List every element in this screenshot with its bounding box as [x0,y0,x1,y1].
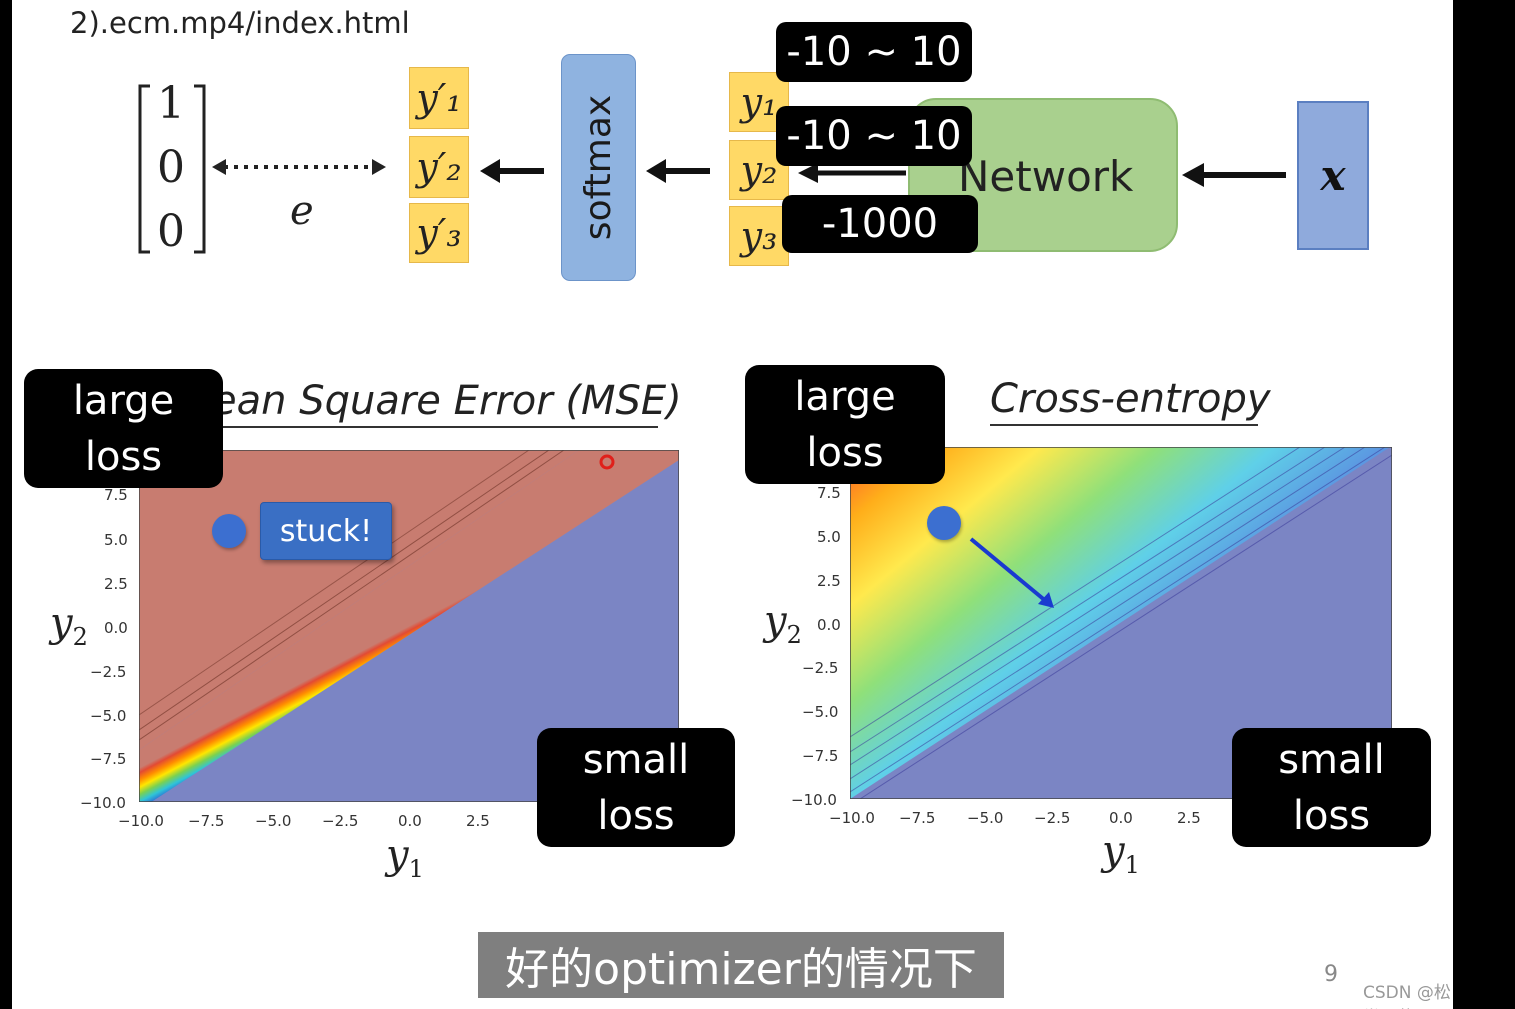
mse-xtick: −10.0 [118,812,164,830]
y-prime-2-label: y′₂ [416,145,462,189]
mse-ytick: 0.0 [104,619,128,637]
ce-xtick: 2.5 [1177,809,1201,827]
target-value-1: 1 [157,78,185,129]
error-label: e [290,188,314,234]
y-2-label: y₂ [740,148,778,192]
arrow-left-icon [1182,163,1286,187]
ce-title-underline [990,424,1258,426]
small-loss-line-1: small [1278,736,1385,783]
slide: 2).ecm.mp4/index.html 1 0 0 e y′₁ y′₂ y′… [12,0,1453,1009]
arrow-left-icon [480,159,544,183]
mse-rainbow-band [139,450,679,802]
y-prime-3-box: y′₃ [409,203,469,263]
softmax-label: softmax [578,94,619,241]
mse-xlabel: y1 [386,832,424,883]
dotted-double-arrow [212,159,386,175]
ce-ytick: −7.5 [802,747,839,765]
mse-small-loss-bubble: small loss [537,728,735,847]
ce-small-loss-bubble: small loss [1232,728,1431,847]
input-x-box: x [1297,101,1369,250]
slide-page-number: 9 [1324,962,1338,987]
y-prime-3-label: y′₃ [416,211,462,255]
y-prime-1-label: y′₁ [416,76,462,120]
ce-position-dot [927,506,961,540]
mse-ytick: −5.0 [90,707,127,725]
arrow-left-icon [646,159,710,183]
ce-contour-lines [850,447,1392,799]
ce-xtick: −10.0 [829,809,875,827]
small-loss-line-2: loss [1292,792,1371,839]
range-bubble-2: -10 ~ 10 [776,106,972,166]
large-loss-line-1: large [72,377,175,424]
ce-xtick: −2.5 [1034,809,1071,827]
target-value-3: 0 [157,206,185,257]
target-vector [138,84,206,254]
ce-chart-title: Cross-entropy [990,376,1271,422]
range-bubble-1: -10 ~ 10 [776,22,972,82]
red-cursor-marker [599,454,615,470]
softmax-block: softmax [561,54,636,281]
y-2-box: y₂ [729,140,789,200]
network-label: Network [958,152,1134,201]
ce-large-loss-bubble: large loss [745,365,945,484]
large-loss-line-1: large [794,373,896,420]
arrow-left-icon [798,163,906,183]
mse-ytick: 7.5 [104,486,128,504]
mse-ytick: −10.0 [80,794,126,812]
url-text: 2).ecm.mp4/index.html [70,6,410,40]
y-1-label: y₁ [740,80,778,124]
mse-chart-title: ean Square Error (MSE) [212,378,682,424]
mse-ylabel: y2 [50,600,88,651]
mse-xtick: 0.0 [398,812,422,830]
y-3-box: y₃ [729,206,789,266]
ce-ytick: 7.5 [817,484,841,502]
mse-ytick: −7.5 [90,750,127,768]
ce-ytick: 0.0 [817,616,841,634]
mse-title-underline [212,426,658,428]
mse-xtick: −7.5 [188,812,225,830]
ce-ytick: −5.0 [802,703,839,721]
mse-xtick: −2.5 [322,812,359,830]
ce-xtick: 0.0 [1109,809,1133,827]
mse-xtick: −5.0 [255,812,292,830]
mse-large-loss-bubble: large loss [24,369,223,488]
small-loss-line-2: loss [597,792,675,839]
ce-ytick: 5.0 [817,528,841,546]
large-loss-line-2: loss [84,433,163,480]
watermark: CSDN @松堂飞萤 [1363,983,1451,1009]
large-loss-line-2: loss [806,429,884,476]
ce-xtick: −7.5 [899,809,936,827]
ce-ytick: 2.5 [817,572,841,590]
input-x-label: x [1320,151,1346,200]
stuck-label: stuck! [260,502,392,560]
mse-position-dot [212,514,246,548]
mse-ytick: −2.5 [90,663,127,681]
ce-gradient-region [850,447,1390,799]
mse-xtick: 2.5 [466,812,490,830]
ce-ytick: −2.5 [802,659,839,677]
target-value-2: 0 [157,142,185,193]
ce-ylabel: y2 [764,598,802,649]
small-loss-line-1: small [582,736,690,783]
mse-ytick: 2.5 [104,575,128,593]
gradient-arrow [969,537,1049,604]
ce-ytick: −10.0 [791,791,837,809]
ce-xlabel: y1 [1102,828,1140,879]
mse-ytick: 5.0 [104,531,128,549]
ce-xtick: −5.0 [967,809,1004,827]
y-prime-2-box: y′₂ [409,136,469,198]
video-subtitle: 好的optimizer的情况下 [478,932,1004,998]
y-prime-1-box: y′₁ [409,67,469,129]
range-bubble-3: -1000 [782,195,978,253]
y-3-label: y₃ [740,214,778,258]
